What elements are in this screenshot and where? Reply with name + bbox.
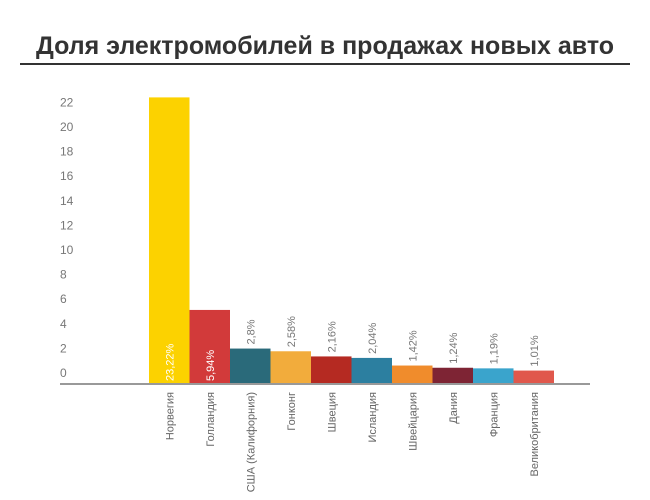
bar [513, 370, 554, 383]
category-label: Франция [488, 392, 500, 437]
data-label: 1,19% [488, 333, 500, 364]
bar [392, 365, 433, 383]
category-label: Дания [448, 392, 460, 424]
y-tick-label: 18 [60, 145, 74, 159]
y-tick-label: 16 [60, 169, 74, 183]
bar [432, 367, 473, 383]
data-label: 5,94% [205, 350, 217, 381]
category-label: Норвегия [164, 392, 176, 440]
category-label: Швеция [326, 392, 338, 432]
data-label: 23,22% [164, 343, 176, 381]
data-label: 2,04% [367, 322, 379, 353]
y-tick-label: 4 [60, 317, 67, 331]
chart-title: Доля электромобилей в продажах новых авт… [20, 30, 630, 65]
bar [311, 356, 352, 383]
category-label: Исландия [367, 392, 379, 443]
category-label: США (Калифорния) [245, 392, 257, 492]
data-label: 1,42% [407, 330, 419, 361]
category-label: Голландия [205, 392, 217, 447]
y-tick-label: 2 [60, 341, 67, 355]
bar [189, 309, 230, 383]
category-label: Швейцария [407, 392, 419, 451]
bar [270, 351, 311, 383]
y-tick-label: 10 [60, 243, 74, 257]
data-label: 2,8% [245, 319, 257, 344]
y-tick-label: 6 [60, 292, 67, 306]
bar [230, 348, 271, 383]
y-tick-label: 12 [60, 218, 74, 232]
data-label: 2,16% [326, 321, 338, 352]
category-label: Гонконг [286, 392, 298, 431]
y-tick-label: 14 [60, 194, 74, 208]
category-label: Великобритания [529, 392, 541, 477]
bar [149, 97, 190, 384]
y-tick-label: 0 [60, 366, 67, 380]
y-tick-label: 20 [60, 120, 74, 134]
y-tick-label: 8 [60, 268, 67, 282]
data-label: 2,58% [286, 316, 298, 347]
bar [473, 368, 514, 383]
data-label: 1,01% [529, 335, 541, 366]
data-label: 1,24% [448, 332, 460, 363]
bar [351, 357, 392, 383]
y-tick-label: 22 [60, 95, 74, 109]
